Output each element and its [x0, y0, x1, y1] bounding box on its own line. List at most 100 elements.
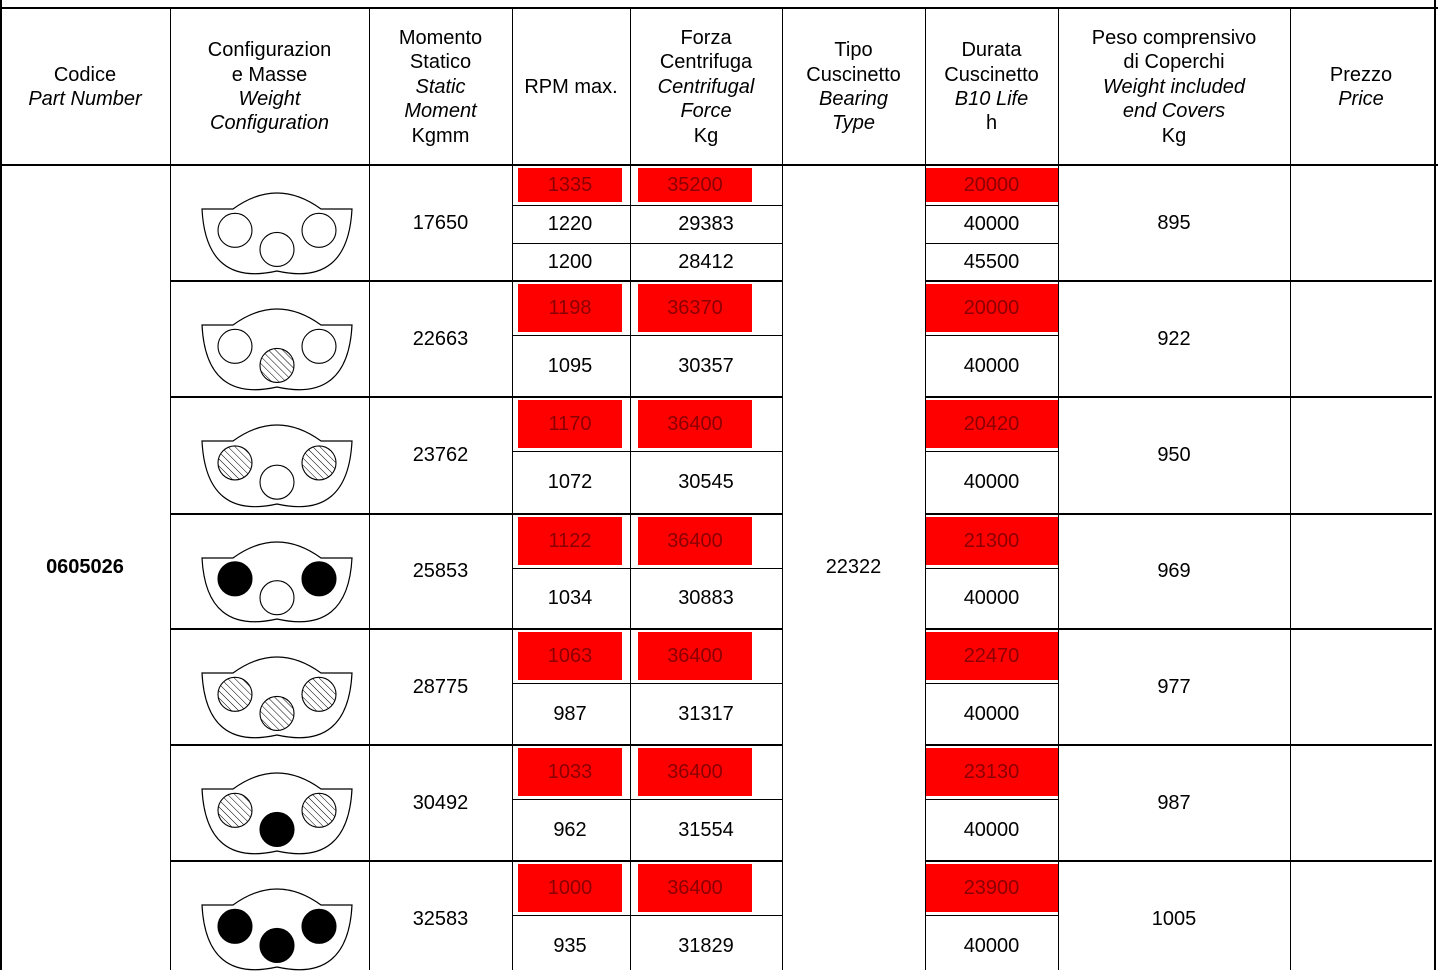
plate-outline	[201, 656, 353, 739]
weight-configuration-drawing	[201, 308, 353, 391]
weight-cell: 1005	[1151, 907, 1197, 930]
bearing-life-cell: 23900	[925, 864, 1058, 912]
column-line	[369, 9, 370, 970]
right-mass	[301, 328, 337, 364]
column-line	[782, 9, 783, 970]
header-config-line: e Masse	[231, 63, 308, 86]
weight-configuration-drawing	[201, 541, 353, 623]
sub-row-line	[925, 205, 1058, 206]
right-mass	[301, 445, 337, 481]
header-prezzo-line: Price	[1338, 88, 1384, 110]
sub-row-line	[925, 915, 1058, 916]
weight-cell: 922	[1157, 327, 1191, 350]
part-number-cell: 0605026	[46, 556, 124, 579]
rpm-cell: 962	[553, 818, 587, 841]
centrifugal-force-cell: 30545	[678, 471, 734, 494]
group-line	[170, 280, 782, 282]
sub-row-line	[512, 335, 782, 336]
weight-configuration-drawing	[201, 888, 353, 971]
bearing-life-cell: 21300	[925, 517, 1058, 565]
header-rpm: RPM max.	[512, 9, 630, 165]
header-prezzo-line: Prezzo	[1329, 63, 1393, 86]
header-forza-line: Centrifuga	[659, 51, 753, 74]
centrifugal-force-cell: 36400	[638, 400, 752, 448]
weight-cell: 987	[1157, 791, 1191, 814]
sub-row-line	[512, 205, 782, 206]
header-peso-line: Kg	[1161, 124, 1187, 147]
rpm-cell: 1170	[518, 400, 622, 448]
bearing-life-cell: 45500	[963, 250, 1020, 273]
bearing-life-cell: 20000	[925, 284, 1058, 332]
rpm-cell: 1033	[518, 748, 622, 796]
left-mass	[217, 676, 253, 712]
centrifugal-force-cell: 31554	[678, 818, 734, 841]
header-peso-line: di Coperchi	[1123, 51, 1225, 74]
centrifugal-force-cell: 36370	[638, 284, 752, 332]
header-forza-line: Kg	[693, 124, 719, 147]
plate-outline	[201, 772, 353, 855]
weight-cell: 977	[1157, 675, 1191, 698]
bearing-life-cell: 22470	[925, 632, 1058, 680]
right-mass	[301, 792, 337, 828]
centrifugal-force-cell: 30357	[678, 354, 734, 377]
column-line	[512, 9, 513, 970]
header-peso-line: Weight included	[1103, 75, 1245, 98]
header-durata-line: B10 Life	[954, 88, 1029, 110]
header-prezzo: Prezzo Price	[1290, 9, 1432, 165]
bearing-life-cell: 40000	[963, 354, 1020, 377]
price-cell	[1290, 514, 1432, 629]
header-durata-line: Durata	[961, 39, 1022, 62]
centrifugal-force-cell: 36400	[638, 864, 752, 912]
weight-cell: 969	[1157, 560, 1191, 583]
header-tipo-line: Type	[832, 112, 875, 135]
column-line	[1290, 9, 1291, 970]
group-line	[925, 628, 1432, 630]
header-durata: Durata Cuscinetto B10 Life h	[925, 9, 1058, 165]
header-tipo-line: Cuscinetto	[806, 63, 901, 86]
static-moment-cell: 32583	[412, 907, 469, 930]
group-line	[170, 513, 782, 515]
sub-row-line	[512, 568, 782, 569]
plate-outline	[201, 888, 353, 971]
left-mass	[217, 212, 253, 248]
header-forza-line: Centrifugal	[657, 75, 755, 98]
static-moment-cell: 23762	[412, 444, 469, 467]
group-line	[170, 860, 782, 862]
price-cell	[1290, 745, 1432, 861]
sub-row-line	[512, 243, 782, 244]
rpm-cell: 935	[553, 934, 587, 957]
rpm-cell: 1198	[518, 284, 622, 332]
left-mass	[217, 908, 253, 944]
column-line	[630, 9, 631, 970]
sub-row-line	[925, 799, 1058, 800]
header-forza-line: Force	[680, 100, 732, 123]
plate-outline	[201, 192, 353, 275]
column-line	[925, 9, 926, 970]
sub-row-line	[512, 915, 782, 916]
header-config-line: Configuration	[210, 112, 329, 135]
right-mass	[301, 212, 337, 248]
centrifugal-force-cell: 30883	[678, 587, 734, 610]
left-border	[0, 0, 2, 970]
centrifugal-force-cell: 31829	[678, 934, 734, 957]
centrifugal-force-cell: 35200	[638, 168, 752, 202]
sub-row-line	[925, 335, 1058, 336]
column-line	[1058, 9, 1059, 970]
group-line	[170, 628, 782, 630]
center-mass	[259, 231, 295, 267]
sub-row-line	[925, 683, 1058, 684]
top-border	[0, 7, 1438, 9]
center-mass	[259, 580, 295, 616]
header-codice-line: Part Number	[28, 88, 142, 110]
rpm-cell: 1220	[547, 212, 593, 235]
header-peso-line: end Covers	[1122, 100, 1226, 123]
header-momento-line: Statico	[409, 51, 472, 74]
weight-configuration-drawing	[201, 656, 353, 739]
header-durata-line: h	[985, 112, 998, 135]
bearing-life-cell: 20000	[925, 168, 1058, 202]
header-forza: Forza Centrifuga Centrifugal Force Kg	[630, 9, 782, 165]
header-rpm-line: RPM max.	[524, 75, 618, 98]
rpm-cell: 1122	[518, 517, 622, 565]
price-cell	[1290, 629, 1432, 745]
